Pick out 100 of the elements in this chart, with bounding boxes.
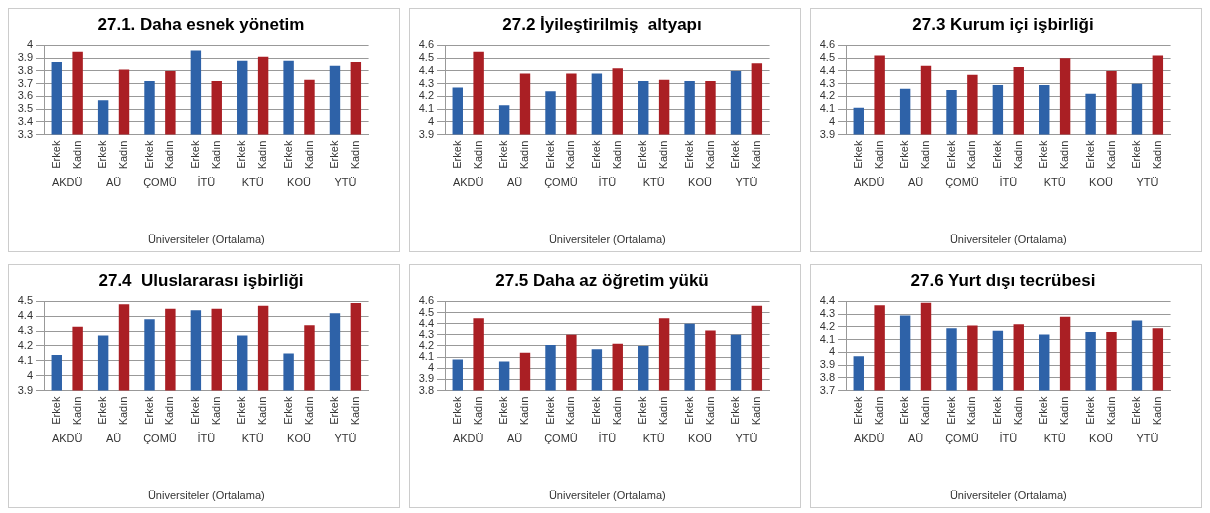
y-tick-label: 4.4 <box>17 309 34 322</box>
y-tick-label: 3.3 <box>17 127 34 140</box>
text: Kadın <box>657 140 670 170</box>
text: Erkek <box>142 140 155 169</box>
text: Erkek <box>543 396 556 425</box>
text: Erkek <box>1130 140 1143 169</box>
y-tick-label: 3.9 <box>17 383 34 396</box>
x-tick-label: İTÜ <box>197 176 216 189</box>
y-tick-label: 4.5 <box>819 51 836 64</box>
text: Kadın <box>117 396 130 426</box>
text: Kadın <box>564 140 577 170</box>
y-tick-label: 4.4 <box>418 316 435 329</box>
x-tick-label: KTÜ <box>1043 432 1066 445</box>
chart-title: 27.4 Uluslararası işbirliği <box>98 270 304 290</box>
text: Kadın <box>163 396 176 426</box>
x-tick-label: KTÜ <box>642 432 665 445</box>
text: Kadın <box>657 396 670 426</box>
x-tick-label: KOÜ <box>1089 176 1114 189</box>
series-label: Kadın <box>1058 396 1071 426</box>
text: Kadın <box>965 396 978 426</box>
y-tick-label: 4.3 <box>418 327 435 340</box>
text: Erkek <box>1037 396 1050 425</box>
x-tick-label: YTÜ <box>1136 432 1159 445</box>
x-tick-label: AÜ <box>907 432 924 445</box>
x-tick-label: AKDÜ <box>853 432 885 445</box>
y-tick-label: 4.2 <box>819 319 836 332</box>
text: Erkek <box>281 396 294 425</box>
text: Erkek <box>729 140 742 169</box>
text: Kadın <box>872 140 885 170</box>
y-tick-label: 3.9 <box>418 127 435 140</box>
text: Kadın <box>919 140 932 170</box>
y-tick-label: 4.1 <box>17 353 34 366</box>
text: Kadın <box>1104 140 1117 170</box>
y-tick-label: 4.3 <box>819 307 836 320</box>
text: Kadın <box>518 396 531 426</box>
x-tick-label: ÇOMÜ <box>544 176 578 189</box>
x-tick-label: İTÜ <box>598 176 617 189</box>
y-tick-label: 4 <box>26 368 34 381</box>
text: Erkek <box>328 396 341 425</box>
x-tick-label: KTÜ <box>241 176 264 189</box>
chart-title: 27.5 Daha az öğretim yükü <box>495 270 709 290</box>
text: Erkek <box>235 140 248 169</box>
text: Kadın <box>348 140 361 170</box>
x-tick-label: KOÜ <box>287 432 312 445</box>
text: Erkek <box>944 396 957 425</box>
x-tick-label: AKDÜ <box>51 176 83 189</box>
y-tick-label: 4.5 <box>418 305 435 318</box>
text: Erkek <box>851 140 864 169</box>
text: Erkek <box>281 140 294 169</box>
y-tick-label: 3.8 <box>418 383 435 396</box>
y-tick-label: 4.2 <box>418 89 435 102</box>
text: Erkek <box>450 140 463 169</box>
x-tick-label: İTÜ <box>197 432 216 445</box>
text: Erkek <box>636 140 649 169</box>
x-tick-label: KTÜ <box>1043 176 1066 189</box>
text: Erkek <box>729 396 742 425</box>
x-axis-title: Üniversiteler (Ortalama) <box>548 233 666 246</box>
text: Erkek <box>1083 140 1096 169</box>
text: Kadın <box>1150 140 1163 170</box>
x-tick-label: KOÜ <box>1089 432 1114 445</box>
y-tick-label: 4.4 <box>418 63 435 76</box>
y-tick-label: 3.9 <box>819 127 836 140</box>
x-tick-label: ÇOMÜ <box>945 176 979 189</box>
series-label: Kadın <box>471 140 484 170</box>
text: Kadın <box>518 140 531 170</box>
text: Kadın <box>610 396 623 426</box>
text: Kadın <box>749 396 762 426</box>
x-tick-label: KTÜ <box>241 432 264 445</box>
text: Kadın <box>1011 396 1024 426</box>
series-label: Erkek <box>898 140 911 169</box>
series-label: Erkek <box>96 140 109 169</box>
text: Kadın <box>256 140 269 170</box>
text: Erkek <box>589 396 602 425</box>
y-tick-label: 4.6 <box>819 38 836 51</box>
y-tick-label: 4 <box>427 114 435 127</box>
x-tick-label: YTÜ <box>334 432 357 445</box>
text: Kadın <box>610 140 623 170</box>
text: Kadın <box>1150 396 1163 426</box>
series-label: Kadın <box>209 140 222 170</box>
x-tick-label: AÜ <box>506 432 523 445</box>
y-tick-label: 4.6 <box>418 294 435 307</box>
y-tick-label: 4.6 <box>418 38 435 51</box>
text: Kadın <box>348 396 361 426</box>
text: Erkek <box>944 140 957 169</box>
x-tick-label: AÜ <box>105 432 122 445</box>
x-tick-label: KOÜ <box>287 176 312 189</box>
y-tick-label: 3.9 <box>819 358 836 371</box>
y-tick-label: 3.9 <box>418 372 435 385</box>
text: Kadın <box>256 396 269 426</box>
text: Erkek <box>990 396 1003 425</box>
chart-title: 27.3 Kurum içi işbirliği <box>912 14 1094 34</box>
text: Kadın <box>919 396 932 426</box>
y-tick-label: 4.1 <box>819 332 836 345</box>
y-tick-label: 4 <box>26 38 34 51</box>
text: Erkek <box>1083 396 1096 425</box>
text: Kadın <box>564 396 577 426</box>
text: Kadın <box>965 140 978 170</box>
text: Kadın <box>703 140 716 170</box>
text: Erkek <box>49 396 62 425</box>
series-label: Erkek <box>898 396 911 425</box>
